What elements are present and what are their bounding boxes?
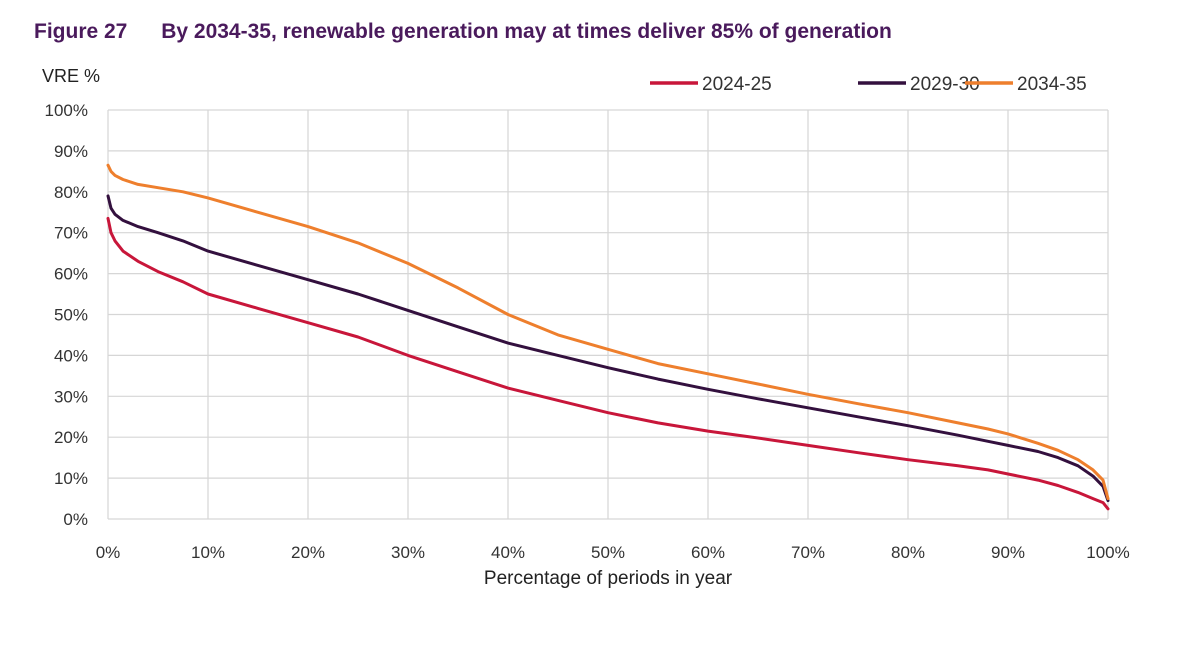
x-tick-label: 90% [991,543,1025,562]
x-tick-label: 40% [491,543,525,562]
y-tick-label: 50% [54,306,88,325]
series-line-2034-35 [106,163,1110,501]
series-lines [106,163,1110,511]
x-tick-label: 10% [191,543,225,562]
y-tick-label: 90% [54,142,88,161]
y-tick-label: 20% [54,428,88,447]
y-tick-label: 100% [45,101,88,120]
x-tick-labels: 0% 10% 20% 30% 40% 50% 60% 70% 80% 90% 100% [96,543,1130,562]
y-tick-label: 0% [63,510,88,529]
series-line-2029-30 [106,194,1110,503]
x-tick-label: 30% [391,543,425,562]
y-tick-labels: 0% 10% 20% 30% 40% 50% 60% 70% 80% 90% 100% [45,101,88,529]
x-tick-label: 50% [591,543,625,562]
x-tick-label: 0% [96,543,121,562]
x-tick-label: 70% [791,543,825,562]
y-tick-label: 80% [54,183,88,202]
y-tick-label: 70% [54,224,88,243]
legend-label: 2024-25 [702,74,772,95]
legend-label: 2034-35 [1017,74,1087,95]
y-tick-label: 40% [54,346,88,365]
x-tick-label: 20% [291,543,325,562]
x-tick-label: 80% [891,543,925,562]
figure-number: Figure 27 [34,20,128,43]
figure-header: Figure 27 By 2034-35, renewable generati… [34,20,892,44]
x-tick-label: 100% [1086,543,1129,562]
figure-title: By 2034-35, renewable generation may at … [161,20,892,43]
gridlines [107,109,1109,520]
y-tick-label: 60% [54,265,88,284]
series-line-2024-25 [106,216,1110,511]
y-tick-label: 30% [54,387,88,406]
x-axis-label: Percentage of periods in year [484,568,733,589]
x-tick-label: 60% [691,543,725,562]
legend-label: 2029-30 [910,74,980,95]
y-axis-label: VRE % [42,66,100,86]
y-tick-label: 10% [54,469,88,488]
legend: 2024-25 2029-30 2034-35 [650,74,1087,95]
